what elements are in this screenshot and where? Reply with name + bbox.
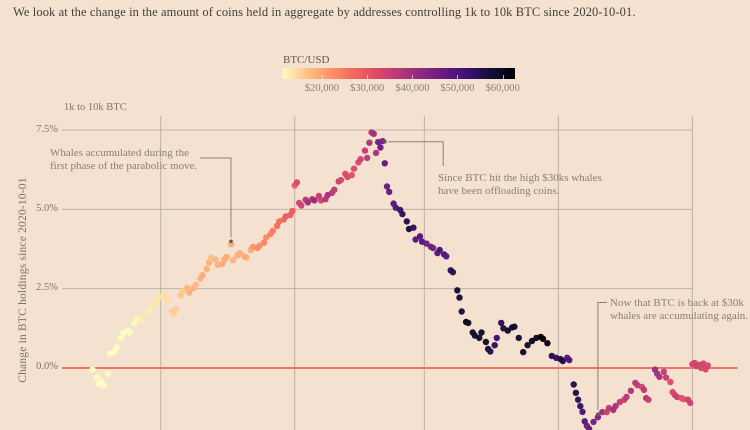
annotation-whales-accumulated: Whales accumulated during the first phas… xyxy=(50,147,198,172)
y-tick-label: 2.5% xyxy=(36,282,58,294)
annotation-offloading: Since BTC hit the high $30ks whales have… xyxy=(438,172,602,197)
y-tick-label: 5.0% xyxy=(36,202,58,214)
legend-bar-tick xyxy=(321,75,323,79)
color-legend: BTC/USD $20,000 $30,000 $40,000 $50,000 … xyxy=(283,54,543,95)
legend-tick-label: $60,000 xyxy=(485,83,520,94)
y-tick-label: 7.5% xyxy=(36,123,58,135)
chart-heading: We look at the change in the amount of c… xyxy=(13,5,636,19)
legend-tick-labels: $20,000 $30,000 $40,000 $50,000 $60,000 xyxy=(283,83,520,95)
y-axis-title: Change in BTC holdings since 2020-10-01 xyxy=(17,177,29,383)
legend-gradient-bar xyxy=(283,68,515,79)
legend-bar-tick xyxy=(412,75,414,79)
series-label: 1k to 10k BTC xyxy=(64,102,127,113)
legend-tick-label: $50,000 xyxy=(440,83,475,94)
legend-tick-label: $20,000 xyxy=(304,83,340,94)
legend-bar-tick xyxy=(502,75,504,79)
legend-tick-label: $40,000 xyxy=(395,83,430,94)
y-tick-label: 0.0% xyxy=(36,361,58,373)
legend-title: BTC/USD xyxy=(283,54,330,66)
legend-tick-label: $30,000 xyxy=(350,83,385,94)
legend-bar-tick xyxy=(367,75,369,79)
annotation-accumulating-again: Now that BTC is back at $30k whales are … xyxy=(610,297,749,322)
legend-bar-tick xyxy=(457,75,459,79)
